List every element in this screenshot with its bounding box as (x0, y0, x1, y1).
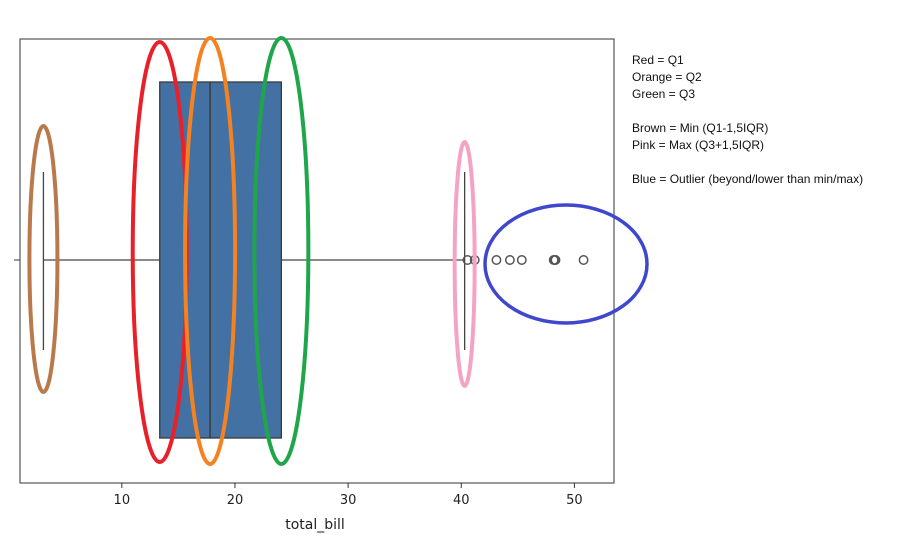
legend-line: Orange = Q2 (632, 70, 702, 84)
outlier-point-1 (462, 255, 473, 265)
plot-frame (19, 38, 615, 484)
legend-spacer (632, 103, 863, 120)
annotation-ellipse-brown (27, 124, 60, 394)
legend-line: Brown = Min (Q1-1,5IQR) (632, 121, 769, 135)
outlier-point-9 (578, 255, 589, 265)
legend-spacer (632, 154, 863, 171)
legend-line: Pink = Max (Q3+1,5IQR) (632, 138, 765, 152)
annotation-ellipse-blue (483, 203, 649, 325)
annotation-legend: Red = Q1 Orange = Q2 Green = Q3 Brown = Min… (632, 52, 863, 188)
annotation-ellipse-green (252, 36, 311, 466)
outlier-point-3 (491, 255, 502, 265)
x-tick-label-20: 20 (227, 493, 244, 508)
outlier-point-5 (516, 255, 527, 265)
x-tick-label-50: 50 (566, 493, 583, 508)
legend-line: Green = Q3 (632, 87, 696, 101)
x-tick-label-10: 10 (114, 493, 131, 508)
x-tick-label-40: 40 (453, 493, 470, 508)
legend-line: Red = Q1 (632, 53, 684, 67)
x-tick-label-30: 30 (340, 493, 357, 508)
outlier-point-8 (550, 255, 561, 265)
iqr-box (159, 81, 283, 439)
annotation-ellipse-orange (183, 36, 238, 466)
outlier-point-4 (504, 255, 515, 265)
annotation-ellipse-pink (452, 140, 477, 388)
x-axis-label: total_bill (285, 517, 345, 533)
legend-line: Blue = Outlier (beyond/lower than min/ma… (632, 172, 864, 186)
